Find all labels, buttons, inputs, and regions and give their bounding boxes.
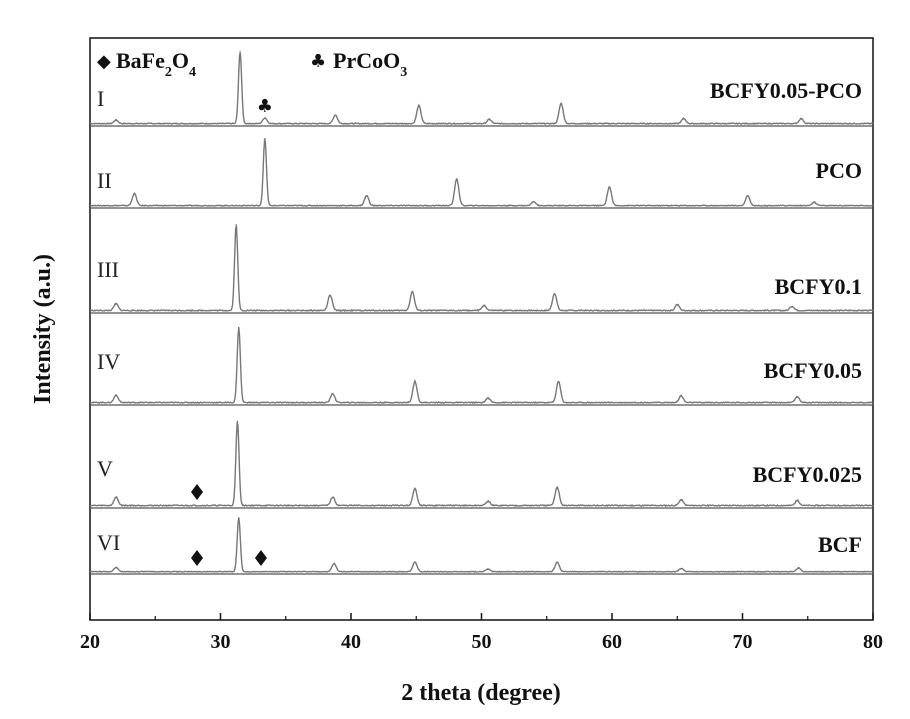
peak-point-3-5 xyxy=(558,381,560,383)
peak-point-2-7 xyxy=(791,306,793,308)
peak-point-1-3 xyxy=(456,178,458,180)
x-axis-ticks: 20 30 40 50 60 70 80 xyxy=(80,613,883,653)
peak-point-2-6 xyxy=(676,304,678,306)
series-group: I BCFY0.05-PCO ♣ II PCO III BCFY0.1 IV BCFY0.05 V… xyxy=(90,51,873,572)
peak-point-2-4 xyxy=(483,305,485,307)
peak-point-1-5 xyxy=(609,186,611,188)
peak-point-1-6 xyxy=(747,195,749,197)
legend-prcoo3-label: PrCoO3 xyxy=(333,48,407,80)
series-name-label: PCO xyxy=(816,158,862,183)
peak-point-0-5 xyxy=(489,119,491,121)
peak-point-5-0 xyxy=(115,567,117,569)
series-4: V BCFY0.025 xyxy=(90,421,873,506)
peak-point-1-2 xyxy=(366,195,368,197)
series-0: I BCFY0.05-PCO ♣ xyxy=(90,51,873,124)
peak-point-3-7 xyxy=(797,396,799,398)
peak-point-0-8 xyxy=(800,118,802,120)
series-name-label: BCFY0.1 xyxy=(775,274,862,299)
series-roman-label: VI xyxy=(97,530,120,555)
peak-point-4-6 xyxy=(680,499,682,501)
x-tick-label: 70 xyxy=(733,631,753,653)
peak-point-5-2 xyxy=(333,563,335,565)
legend-diamond-symbol: ◆ xyxy=(97,51,111,72)
peak-point-1-7 xyxy=(813,202,815,204)
series-roman-label: III xyxy=(97,257,119,282)
peak-point-0-2 xyxy=(264,117,266,119)
series-1: II PCO xyxy=(90,138,873,206)
peak-point-5-7 xyxy=(798,567,800,569)
series-name-label: BCFY0.025 xyxy=(753,462,862,487)
x-tick-label: 40 xyxy=(341,631,361,653)
peak-point-1-4 xyxy=(533,201,535,203)
peak-point-0-0 xyxy=(115,120,117,122)
series-2: III BCFY0.1 xyxy=(90,224,873,311)
series-line-1 xyxy=(90,139,873,206)
peak-point-1-0 xyxy=(134,193,136,195)
peak-point-5-5 xyxy=(556,561,558,563)
x-tick-label: 80 xyxy=(863,631,883,653)
peak-point-4-5 xyxy=(556,487,558,489)
series-line-3 xyxy=(90,327,873,403)
peak-point-4-3 xyxy=(414,488,416,490)
series-line-2 xyxy=(90,226,873,311)
series-name-label: BCFY0.05-PCO xyxy=(710,78,862,103)
peak-point-2-3 xyxy=(412,291,414,293)
peak-point-5-4 xyxy=(487,568,489,570)
peak-point-2-5 xyxy=(554,293,556,295)
x-tick-label: 20 xyxy=(80,631,100,653)
legend-baferrite-label: BaFe2O4 xyxy=(116,48,196,80)
legend: ◆ BaFe2O4 ♣ PrCoO3 xyxy=(97,48,407,80)
peak-point-3-4 xyxy=(487,398,489,400)
peak-point-0-3 xyxy=(335,115,337,117)
peak-point-4-1 xyxy=(237,421,239,423)
series-3: IV BCFY0.05 xyxy=(90,327,873,403)
peak-point-2-1 xyxy=(235,224,237,226)
peak-point-3-0 xyxy=(115,395,117,397)
peak-point-2-2 xyxy=(329,295,331,297)
peak-point-0-4 xyxy=(418,105,420,107)
club-marker-0-0: ♣ xyxy=(257,96,273,117)
peak-point-3-2 xyxy=(332,393,334,395)
peak-point-4-4 xyxy=(487,501,489,503)
series-roman-label: IV xyxy=(97,349,120,374)
x-tick-label: 30 xyxy=(211,631,231,653)
peak-point-2-0 xyxy=(115,303,117,305)
series-roman-label: I xyxy=(97,86,104,111)
series-line-5 xyxy=(90,518,873,572)
peak-point-4-7 xyxy=(797,500,799,502)
peak-point-5-6 xyxy=(680,568,682,570)
diamond-marker-4-0 xyxy=(191,484,203,500)
diamond-marker-5-1 xyxy=(255,550,267,566)
peak-point-0-7 xyxy=(683,118,685,120)
x-axis-title: 2 theta (degree) xyxy=(401,680,561,706)
diamond-marker-5-0 xyxy=(191,550,203,566)
x-tick-label: 60 xyxy=(602,631,622,653)
series-5: VI BCF xyxy=(90,517,873,572)
series-name-label: BCF xyxy=(818,532,862,557)
series-roman-label: V xyxy=(97,456,113,481)
peak-point-1-1 xyxy=(264,138,266,140)
series-roman-label: II xyxy=(97,168,112,193)
legend-club-symbol: ♣ xyxy=(310,51,326,72)
peak-point-3-6 xyxy=(680,395,682,397)
plot-frame xyxy=(90,38,873,620)
peak-point-4-2 xyxy=(332,497,334,499)
peak-point-5-3 xyxy=(414,561,416,563)
panel-separators xyxy=(90,126,873,574)
peak-point-4-0 xyxy=(115,497,117,499)
peak-point-3-1 xyxy=(238,327,240,329)
peak-point-3-3 xyxy=(414,381,416,383)
x-tick-label: 50 xyxy=(472,631,492,653)
peak-point-0-6 xyxy=(560,103,562,105)
peak-point-0-1 xyxy=(239,51,241,53)
series-name-label: BCFY0.05 xyxy=(764,358,862,383)
y-axis-title: Intensity (a.u.) xyxy=(30,254,56,404)
peak-point-5-1 xyxy=(238,517,240,519)
